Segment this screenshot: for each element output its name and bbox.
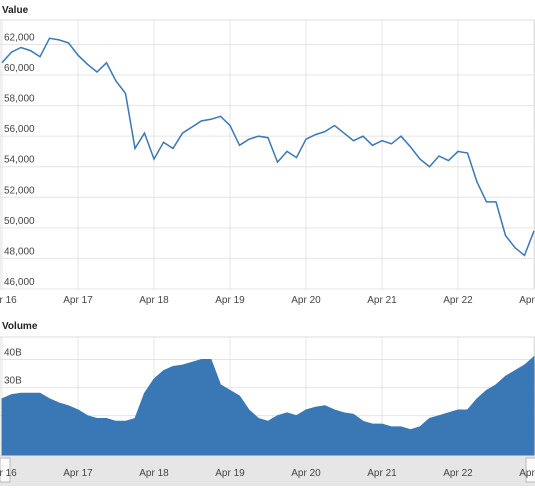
scroll-handle[interactable] (525, 457, 535, 483)
panel-title: Value (2, 5, 29, 16)
x-tick-label: Apr 20 (291, 295, 321, 306)
scrollbar[interactable] (0, 455, 535, 486)
x-tick-label: Apr 23 (519, 295, 535, 306)
y-tick-label: 30B (4, 376, 22, 387)
y-tick-label: 48,000 (4, 246, 35, 257)
x-tick-label: Apr 16 (0, 295, 17, 306)
x-tick-label: Apr 18 (139, 468, 169, 479)
y-tick-label: 52,000 (4, 185, 35, 196)
y-tick-label: 46,000 (4, 277, 35, 288)
panel-title: Volume (2, 321, 38, 332)
x-tick-label: Apr 21 (367, 468, 397, 479)
x-tick-label: Apr 16 (0, 468, 17, 479)
y-tick-label: 56,000 (4, 124, 35, 135)
x-tick-label: Apr 22 (443, 468, 473, 479)
y-tick-label: 54,000 (4, 155, 35, 166)
x-tick-label: Apr 18 (139, 295, 169, 306)
x-tick-label: Apr 20 (291, 468, 321, 479)
volume-area (1, 355, 535, 456)
x-tick-label: Apr 17 (63, 468, 93, 479)
x-tick-label: Apr 19 (215, 295, 245, 306)
y-tick-label: 60,000 (4, 63, 35, 74)
y-tick-label: 58,000 (4, 94, 35, 105)
x-tick-label: Apr 21 (367, 295, 397, 306)
x-tick-label: Apr 22 (443, 295, 473, 306)
scroll-handle[interactable] (0, 457, 11, 483)
value-line (1, 37, 535, 257)
y-tick-label: 62,000 (4, 32, 35, 43)
y-tick-label: 40B (4, 347, 22, 358)
x-tick-label: Apr 17 (63, 295, 93, 306)
y-tick-label: 50,000 (4, 216, 35, 227)
x-tick-label: Apr 23 (519, 468, 535, 479)
x-tick-label: Apr 19 (215, 468, 245, 479)
